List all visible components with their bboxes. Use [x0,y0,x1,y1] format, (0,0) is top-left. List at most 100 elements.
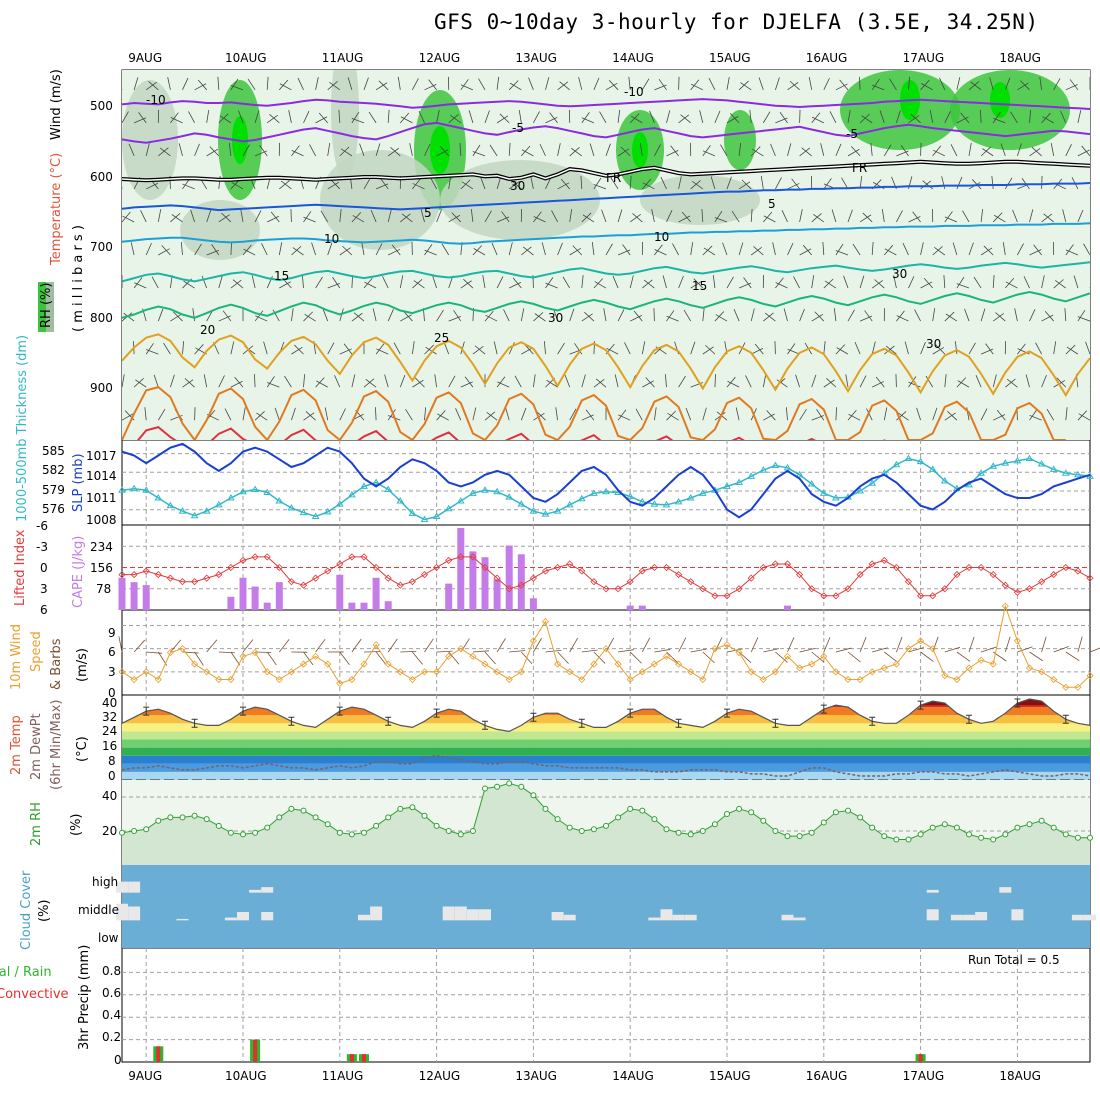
barb-50-570 [720,144,728,157]
barb-56-870 [787,348,800,355]
li-point-12 [263,553,271,561]
wind10-barb-71 [980,646,997,653]
rh-legend-swatch-2 [46,282,54,332]
barb-76-820 [1041,314,1054,322]
barb-49-770 [712,275,716,289]
barb-48-970 [702,407,707,421]
barb-43-970 [635,408,643,421]
barb-69-570 [950,144,958,157]
wind10-barb-10 [242,639,254,653]
barb-9-720 [230,241,232,256]
barb-73-470 [1004,77,1011,90]
barb-79-670 [1077,209,1084,223]
thick-tick-579: 579 [42,483,65,497]
thickness-point-43 [638,497,647,505]
li-point-55 [783,560,792,568]
barb-51-520 [729,113,740,124]
rh-blob-2 [331,70,359,180]
rh-blob-5 [724,110,756,170]
cloud-bar-1-5 [176,918,189,921]
wind10-point-34 [529,637,537,645]
wind10-barb-41 [618,649,634,653]
li-point-58 [820,592,828,600]
wind10-point-69 [953,675,961,684]
barb-22-720 [388,248,401,256]
date-bottom-11AUG: 11AUG [322,1069,364,1083]
barb-50-720 [722,242,728,256]
barb-3-770 [151,276,159,289]
cape-bar-13 [275,582,283,610]
barb-70-820 [964,308,970,322]
barb-22-870 [376,348,389,355]
panel-frame-7 [121,947,1091,1063]
rh-blob-6 [840,70,960,150]
barb-50-520 [726,116,739,124]
rh2m-point-70 [966,831,972,838]
wind10-barb-13 [278,639,290,653]
barb-48-820 [702,308,705,322]
barb-47-520 [680,114,691,124]
rh2m-point-33 [518,783,525,790]
li-point-68 [941,585,949,593]
barb-45-470 [658,78,667,91]
mb-tick-700: 700 [90,240,113,254]
barb-41-470 [608,80,619,91]
barb-60-520 [847,109,851,123]
barb-64-720 [884,248,897,256]
wind10-barb-59 [835,647,852,653]
barb-45-520 [666,110,671,123]
li-tick-m3: -3 [36,540,48,554]
barb-29-920 [464,376,474,388]
rh2m-point-78 [1062,831,1069,838]
barb-34-920 [533,374,536,388]
wind10-point-23 [396,668,404,676]
wind10-point-78 [1062,683,1070,691]
barb-75-920 [1025,374,1030,388]
barb-59-820 [833,308,837,322]
barb-51-670 [731,210,740,223]
barb-25-470 [424,83,437,91]
barb-18-870 [339,348,352,355]
barb-2-870 [145,343,154,355]
barb-7-720 [206,249,219,256]
ylabel-thickness: 1000-500mb Thickness (dm) [15,335,30,522]
wind10-barb-77 [1053,646,1069,653]
li-point-39 [590,578,598,586]
barb-53-970 [763,413,775,421]
barb-35-720 [541,242,546,256]
barb-12-470 [266,76,269,90]
barb-31-970 [486,412,498,421]
barb-74-670 [1012,209,1018,223]
barb-72-870 [985,343,994,355]
wind10-barb-25 [424,638,434,653]
barb-43-670 [632,213,643,223]
cape-bar-29 [469,551,477,610]
barb-35-770 [545,277,554,289]
date-bottom-18AUG: 18AUG [999,1069,1041,1083]
rh2m-point-48 [699,828,706,834]
barb-22-770 [382,276,389,289]
barb-61-870 [854,341,861,355]
barb-30-820 [484,310,494,322]
barb-13-720 [278,242,283,256]
rh2m-point-50 [724,811,730,817]
precip-plot [122,971,1090,1062]
barb-67-620 [922,180,933,190]
barb-66-870 [920,341,926,355]
barb-33-720 [521,246,532,256]
barb-7-570 [206,148,219,157]
barb-78-970 [1065,407,1068,421]
barb-19-520 [351,111,360,124]
thick-tick-585: 585 [42,444,65,458]
barb-32-920 [497,381,510,388]
ylabel-wind10-2: Speed [29,631,44,672]
barb-35-870 [543,341,546,355]
barb-59-670 [831,209,837,223]
barb-37-770 [562,276,571,289]
barb-66-920 [908,381,921,388]
barb-55-720 [787,243,794,256]
wind10-point-61 [856,675,864,684]
wind10-point-65 [904,645,913,653]
wind10-barb-80 [1089,647,1100,653]
barb-26-520 [436,110,440,123]
